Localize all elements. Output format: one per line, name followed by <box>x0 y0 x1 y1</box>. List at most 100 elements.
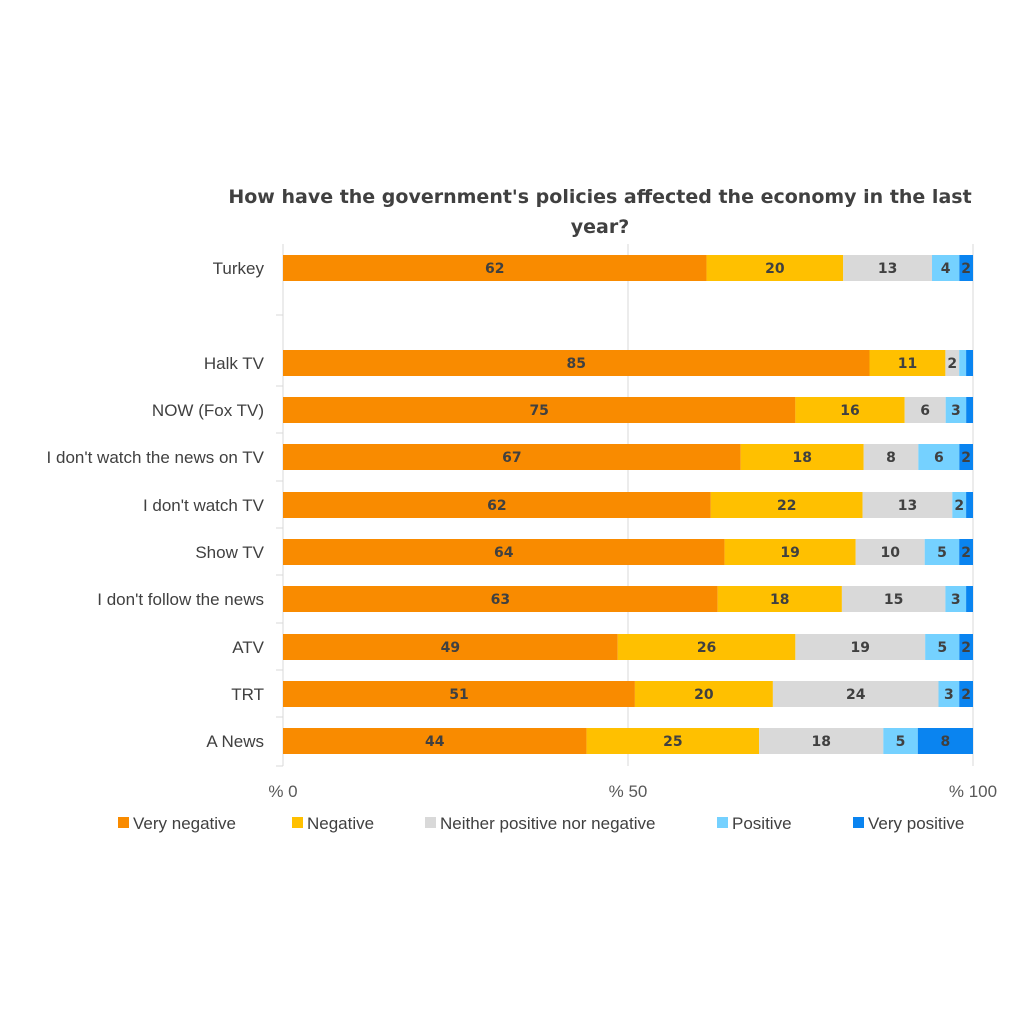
bar-segment <box>959 255 973 281</box>
data-label: 3 <box>944 687 954 703</box>
data-label: 4 <box>941 261 951 277</box>
bar-segment <box>917 728 973 754</box>
category-label: Turkey <box>213 259 265 278</box>
bar-segment <box>772 681 939 707</box>
bar-segment <box>706 255 844 281</box>
legend-label: Positive <box>732 814 792 833</box>
bar-segment <box>945 397 967 423</box>
data-label: 2 <box>961 261 971 277</box>
bar-row: 49 26 19 5 2 <box>283 634 973 660</box>
legend-label: Neither positive nor negative <box>440 814 655 833</box>
legend-swatch <box>853 817 864 828</box>
data-label: 2 <box>954 498 964 514</box>
bar-segment <box>959 539 973 565</box>
x-tick-label: % 100 <box>949 782 997 801</box>
data-label: 10 <box>880 545 900 561</box>
bar-row: 75 16 6 3 <box>283 397 973 423</box>
bar-segment <box>959 681 973 707</box>
bar-row: 67 18 8 6 2 <box>283 444 973 470</box>
data-label: 3 <box>951 592 961 608</box>
bar-row: 64 19 10 5 2 <box>283 539 973 565</box>
bar-row: 62 22 13 2 <box>283 492 973 518</box>
bar-row: 85 11 2 <box>283 350 973 376</box>
bar-segment <box>843 255 933 281</box>
bar-segment <box>855 539 925 565</box>
bar-segment <box>945 350 960 376</box>
data-label: 15 <box>884 592 903 608</box>
bar-segment <box>924 539 960 565</box>
bar-segment <box>966 586 973 612</box>
data-label: 3 <box>951 403 961 419</box>
data-label: 5 <box>896 734 906 750</box>
bar-segment <box>945 586 967 612</box>
bar-segment <box>724 539 856 565</box>
bar-segment <box>717 586 842 612</box>
data-label: 2 <box>961 640 971 656</box>
data-label: 5 <box>937 640 947 656</box>
bar-segment <box>863 444 919 470</box>
legend-swatch <box>118 817 129 828</box>
bar-segment <box>795 634 926 660</box>
data-label: 44 <box>425 734 445 750</box>
bar-segment <box>283 681 635 707</box>
data-label: 25 <box>663 734 682 750</box>
legend-swatch <box>292 817 303 828</box>
data-label: 20 <box>765 261 785 277</box>
data-label: 6 <box>920 403 930 419</box>
data-label: 2 <box>961 545 971 561</box>
data-label: 64 <box>494 545 514 561</box>
bar-segment <box>759 728 884 754</box>
chart-title: How have the government's policies affec… <box>228 186 971 238</box>
bar-segment <box>952 492 967 518</box>
bar-segment <box>862 492 953 518</box>
bar-segment <box>938 681 960 707</box>
bar-segment <box>869 350 946 376</box>
category-label: ATV <box>232 638 264 657</box>
bar-segment <box>283 255 707 281</box>
legend-item: Positive <box>717 814 792 833</box>
data-label: 6 <box>934 450 944 466</box>
data-label: 62 <box>487 498 506 514</box>
category-label: I don't watch the news on TV <box>47 448 265 467</box>
bar-segment <box>283 444 741 470</box>
bar-row: 44 25 18 5 8 <box>283 728 973 754</box>
legend-label: Very positive <box>868 814 964 833</box>
bar-segment <box>925 634 960 660</box>
category-labels: Turkey Halk TV NOW (Fox TV) I don't watch t… <box>47 259 265 751</box>
data-label: 26 <box>697 640 716 656</box>
data-label: 18 <box>792 450 811 466</box>
category-label: TRT <box>231 685 264 704</box>
data-label: 62 <box>485 261 504 277</box>
data-label: 8 <box>886 450 896 466</box>
bar-segment <box>932 255 960 281</box>
data-label: 19 <box>851 640 870 656</box>
data-label: 2 <box>961 450 971 466</box>
data-label: 2 <box>947 356 957 372</box>
bar-segment <box>841 586 946 612</box>
category-label: Show TV <box>195 543 264 562</box>
x-axis-ticks: % 0 % 50 % 100 <box>268 782 997 801</box>
bar-segment <box>959 634 973 660</box>
data-label: 51 <box>449 687 468 703</box>
legend-item: Negative <box>292 814 374 833</box>
bar-segment <box>959 350 967 376</box>
legend: Very negative Negative Neither positive no… <box>118 814 964 833</box>
bar-segment <box>283 586 718 612</box>
legend-swatch <box>425 817 436 828</box>
bar-segment <box>634 681 773 707</box>
bar-segment <box>795 397 905 423</box>
data-label: 18 <box>811 734 830 750</box>
data-label: 13 <box>898 498 917 514</box>
bar-segment <box>918 444 960 470</box>
bar-segment <box>966 492 973 518</box>
category-label: I don't follow the news <box>97 590 264 609</box>
data-label: 19 <box>780 545 799 561</box>
category-label: Halk TV <box>204 354 265 373</box>
data-label: 5 <box>937 545 947 561</box>
data-label: 24 <box>846 687 866 703</box>
legend-swatch <box>717 817 728 828</box>
legend-item: Very positive <box>853 814 964 833</box>
category-label: NOW (Fox TV) <box>152 401 264 420</box>
legend-item: Very negative <box>118 814 236 833</box>
